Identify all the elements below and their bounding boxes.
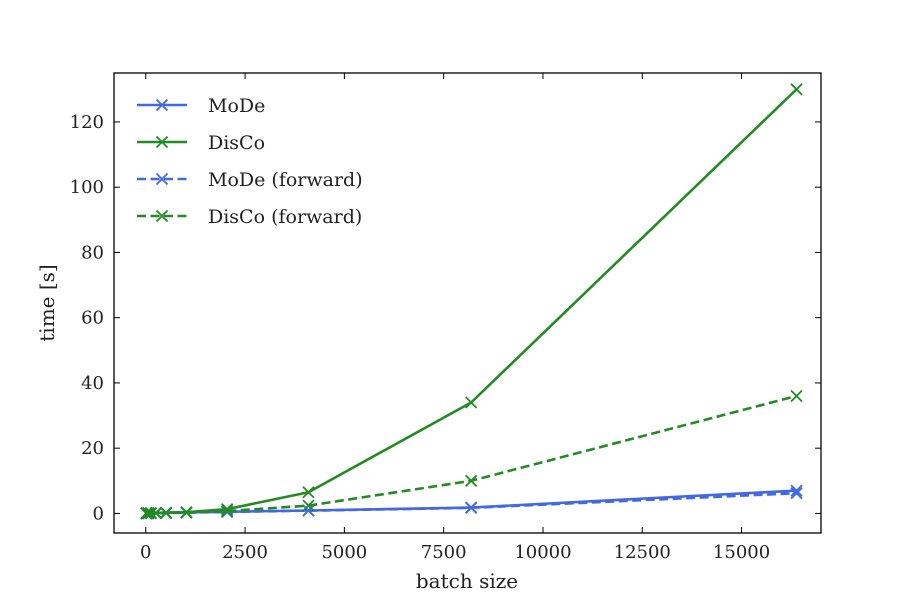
data-point-marker [790, 389, 803, 403]
x-tick-label: 7500 [421, 542, 467, 563]
data-point-marker [790, 484, 803, 497]
legend-label: DisCo [208, 132, 265, 154]
x-tick-label: 15000 [713, 542, 770, 563]
y-tick-label: 100 [70, 177, 104, 198]
legend-marker [155, 172, 169, 186]
legend-item: DisCo [137, 132, 265, 154]
data-point-marker [220, 505, 234, 518]
data-point-marker [790, 487, 803, 500]
x-tick-label: 10000 [514, 542, 571, 563]
data-point-marker [302, 504, 315, 517]
data-point-marker [302, 486, 315, 499]
legend-item: MoDe [137, 95, 265, 117]
series-mode-forward [140, 487, 803, 520]
data-point-marker [465, 474, 478, 487]
data-point-marker [790, 83, 803, 96]
data-point-marker [144, 507, 157, 520]
legend-marker [155, 209, 169, 223]
legend-item: MoDe (forward) [137, 169, 363, 191]
legend-item: DisCo (forward) [137, 206, 362, 228]
y-tick-label: 0 [93, 503, 104, 524]
data-point-marker [180, 506, 193, 519]
series-mode [140, 484, 803, 520]
y-tick-label: 120 [70, 112, 104, 133]
y-tick-label: 40 [81, 373, 104, 394]
legend-marker [155, 98, 169, 112]
legend-marker [155, 135, 169, 149]
x-axis: 0 2500 5000 7500 10000 12500 15000 [140, 73, 770, 563]
x-axis-label: batch size [416, 569, 518, 593]
data-point-marker [159, 506, 173, 520]
legend-label: MoDe [208, 95, 265, 117]
y-axis: 0 20 40 60 80 100 120 [70, 112, 821, 524]
x-tick-label: 12500 [614, 542, 671, 563]
x-tick-label: 0 [140, 542, 151, 563]
legend-label: DisCo (forward) [208, 206, 362, 228]
data-point-marker [149, 506, 163, 520]
x-tick-label: 5000 [321, 542, 367, 563]
data-point-marker [465, 396, 478, 409]
data-point-marker [302, 499, 315, 512]
series-layer [140, 83, 803, 520]
series-disco-forward [140, 389, 803, 520]
y-tick-label: 20 [81, 438, 104, 459]
y-tick-label: 60 [81, 308, 104, 329]
legend: MoDe DisCo MoDe (forward) DisCo (forward) [137, 95, 363, 228]
y-tick-label: 80 [81, 242, 104, 263]
x-tick-label: 2500 [222, 542, 268, 563]
plot-frame [113, 72, 822, 534]
legend-label: MoDe (forward) [208, 169, 363, 191]
y-axis-label: time [s] [35, 264, 59, 341]
data-point-marker [465, 501, 478, 515]
